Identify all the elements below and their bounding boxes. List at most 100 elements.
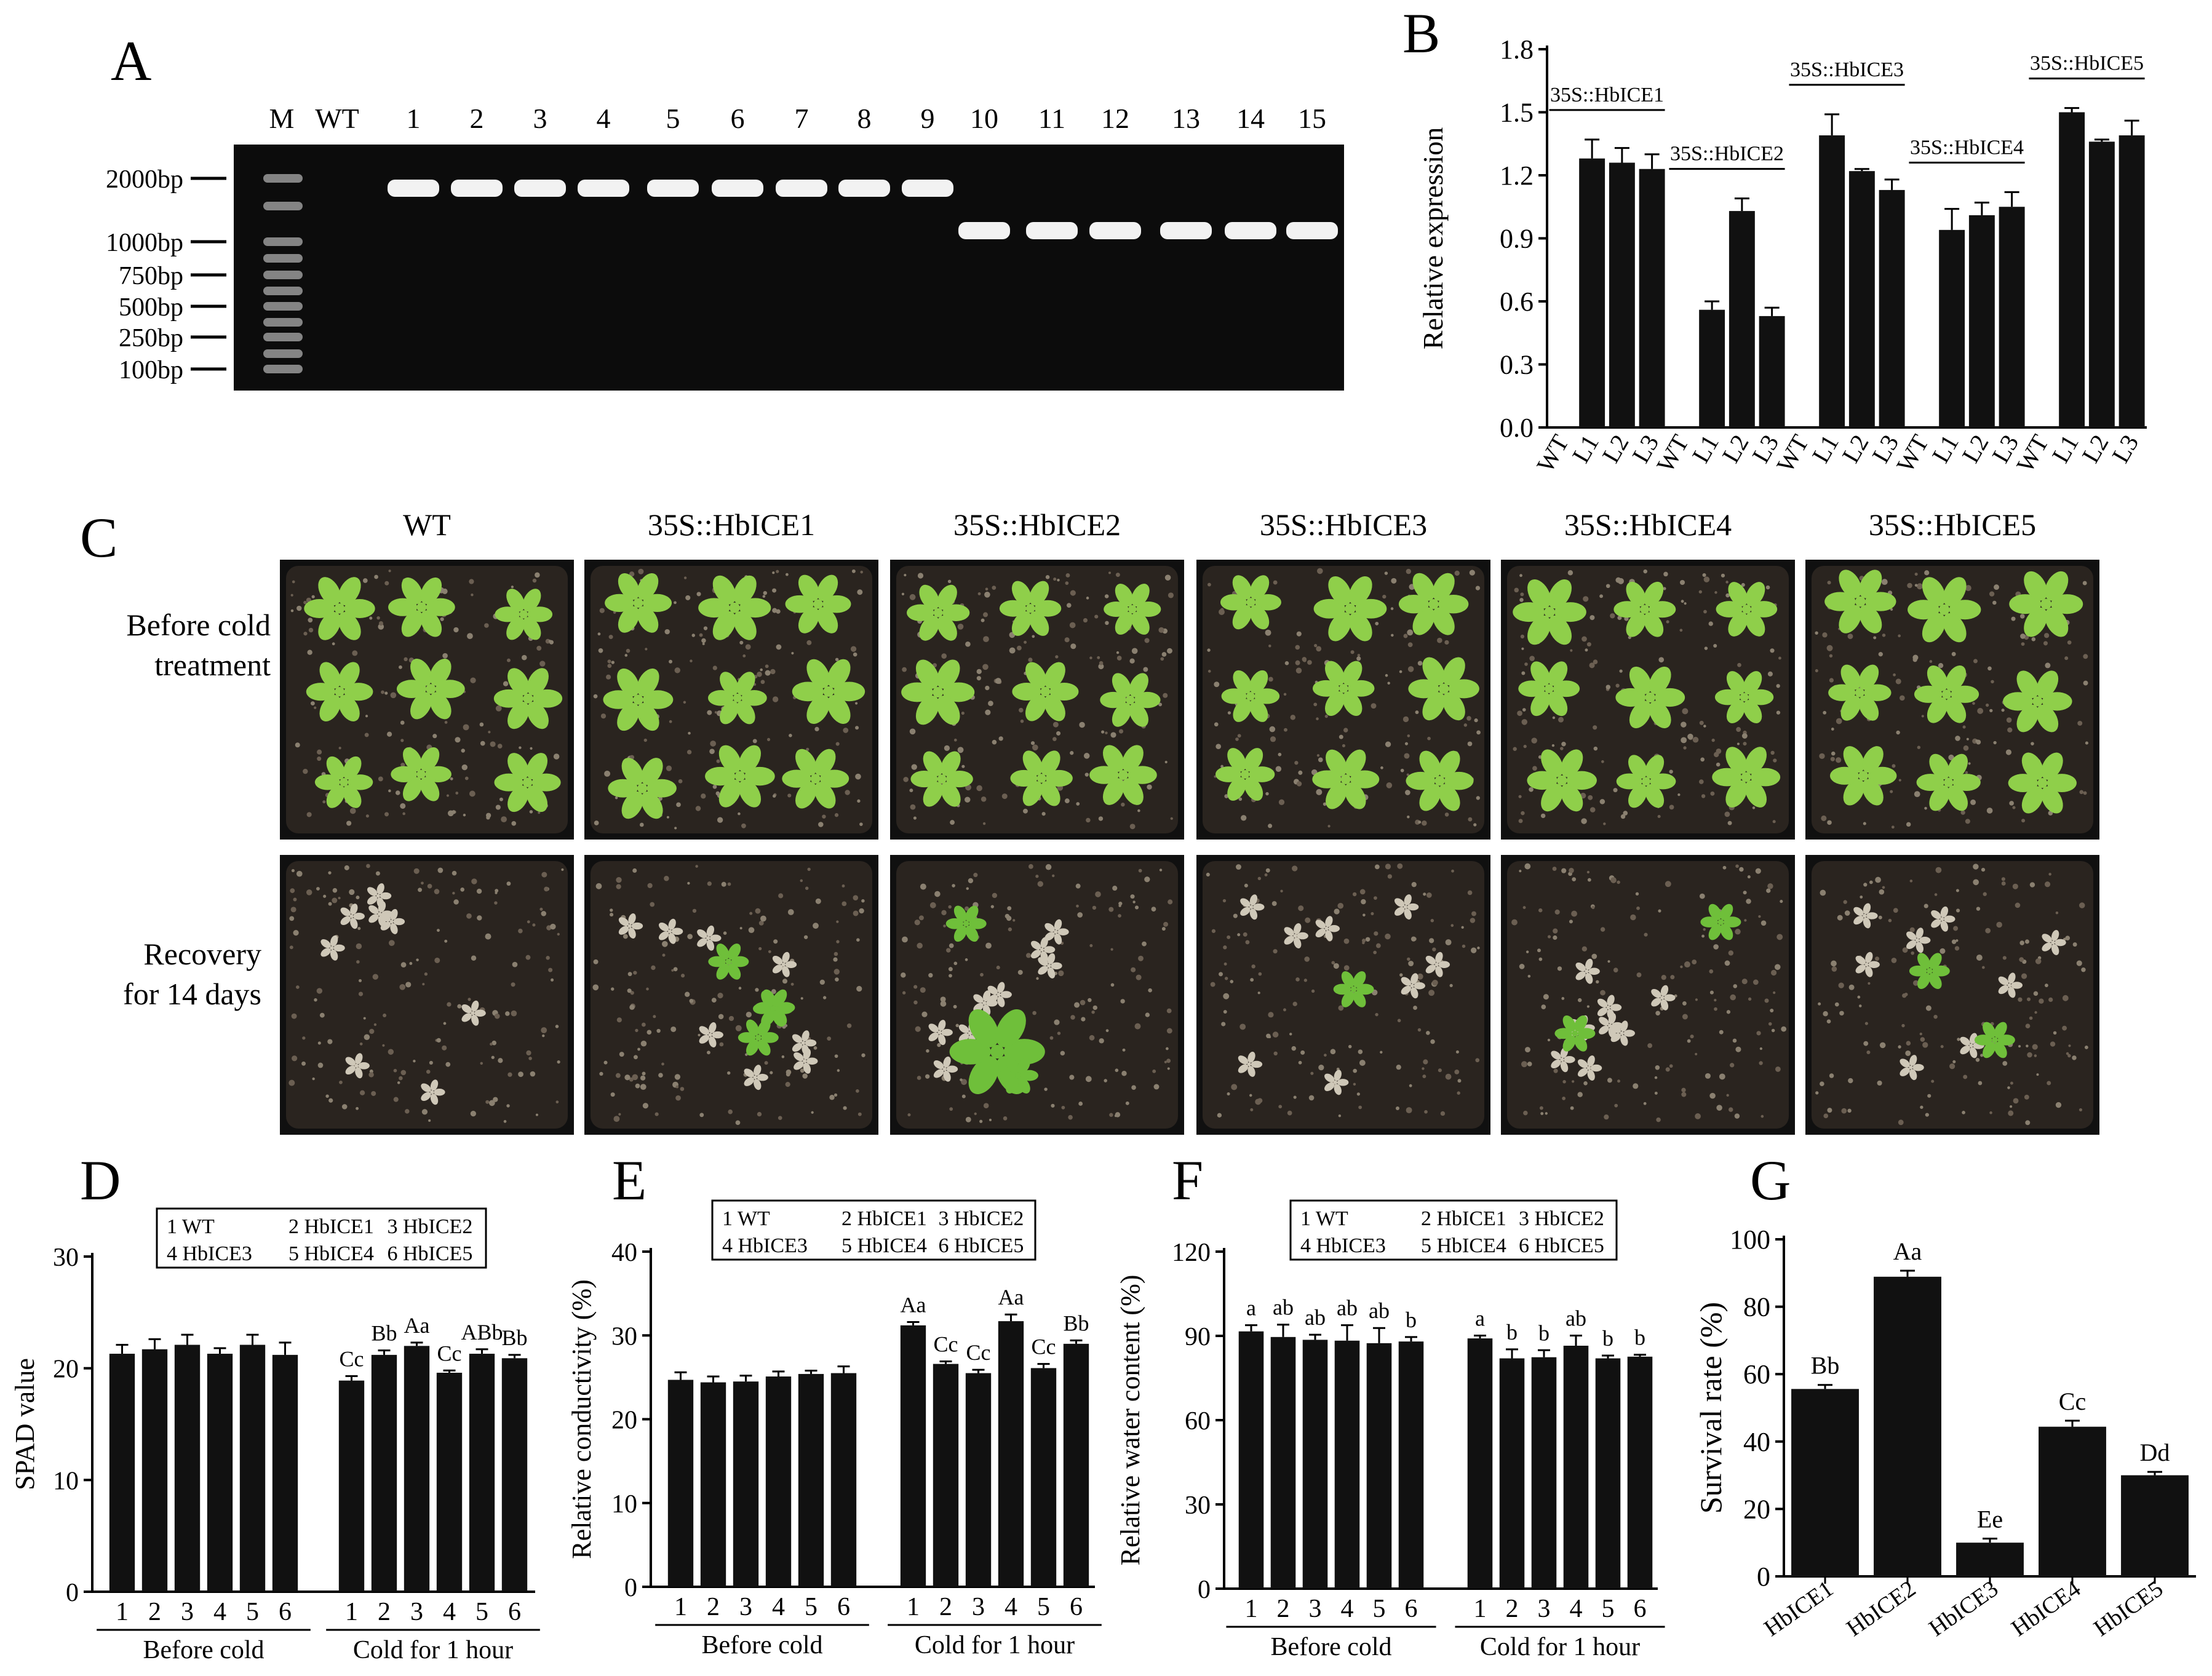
leaf [697, 929, 707, 939]
leaf [618, 606, 640, 633]
soil-grain [1422, 1074, 1426, 1079]
significance-label: Cc [934, 1332, 958, 1356]
soil-grain [1709, 990, 1714, 995]
soil-grain [1985, 703, 1989, 707]
soil-grain [616, 1017, 622, 1023]
soil-grain [719, 1042, 724, 1047]
soil-grain [1909, 880, 1913, 883]
leaf [785, 595, 814, 613]
soil-grain [1081, 1017, 1086, 1022]
seedling [1700, 904, 1741, 940]
soil-grain [1220, 765, 1223, 768]
soil-grain [2083, 680, 2088, 686]
soil-grain [1520, 634, 1525, 639]
leaf [941, 751, 961, 776]
soil-grain [961, 765, 965, 768]
bar [1999, 207, 2025, 427]
soil-grain [968, 878, 974, 884]
significance-label: ab [1273, 1295, 1294, 1320]
soil-grain [365, 814, 369, 818]
leaf [637, 702, 659, 731]
soil-grain [1898, 1119, 1904, 1126]
x-tick-label: 5 [1037, 1593, 1050, 1621]
soil-grain [1815, 631, 1818, 635]
leaf [1855, 956, 1866, 965]
soil-grain [1901, 1023, 1905, 1028]
soil-grain [1030, 741, 1035, 745]
leaf [1649, 666, 1671, 694]
soil-grain [815, 898, 821, 904]
soil-grain [1841, 1108, 1847, 1114]
soil-grain [1406, 1107, 1412, 1114]
leaf [344, 683, 373, 701]
soil-grain [680, 974, 685, 978]
soil-grain [635, 1083, 640, 1089]
rosette-center [1909, 1065, 1913, 1070]
soil-grain [1743, 742, 1747, 746]
soil-grain [1613, 967, 1618, 973]
bar [1848, 171, 1875, 427]
soil-grain [1445, 939, 1452, 946]
leaf [733, 575, 757, 605]
leaf [1906, 931, 1917, 940]
soil-grain [1586, 870, 1590, 874]
soil-grain [647, 883, 653, 889]
soil-grain [738, 812, 741, 816]
soil-grain [440, 617, 444, 621]
leaf [1422, 692, 1446, 721]
soil-grain [984, 592, 990, 598]
soil-grain [1561, 742, 1566, 747]
soil-grain [981, 618, 985, 622]
group-label: Cold for 1 hour [1480, 1633, 1640, 1661]
soil-grain [405, 1109, 410, 1114]
leaf [1448, 679, 1479, 699]
leaf [1438, 750, 1460, 778]
bar [1579, 158, 1605, 427]
rosette-center [1118, 770, 1128, 780]
soil-grain [1295, 977, 1300, 982]
soil-grain [940, 1001, 947, 1007]
soil-grain [950, 820, 955, 825]
soil-grain [2001, 881, 2006, 886]
significance-label: Aa [998, 1285, 1024, 1309]
soil-grain [1617, 880, 1620, 884]
soil-grain [1095, 891, 1101, 897]
leaf [1725, 747, 1748, 774]
soil-grain [1273, 1051, 1278, 1056]
soil-grain [841, 884, 845, 888]
bar [1939, 229, 1965, 427]
soil-grain [1339, 734, 1343, 739]
soil-grain [535, 1113, 538, 1116]
soil-grain [395, 790, 400, 795]
rosette-center [1247, 1062, 1251, 1066]
column-header: 35S::HbICE2 [953, 507, 1121, 542]
leaf [1294, 937, 1302, 948]
leaf [953, 925, 967, 942]
leaf [718, 779, 741, 808]
soil-grain [2055, 1102, 2062, 1108]
leaf [738, 779, 762, 808]
soil-grain [1454, 570, 1460, 576]
soil-grain [346, 820, 352, 826]
leaf [1862, 746, 1884, 773]
soil-grain [2076, 960, 2082, 966]
legend-entry: 1 WT [722, 1207, 770, 1230]
soil-grain [2027, 1052, 2032, 1058]
rosette-center [1350, 986, 1357, 993]
soil-grain [2043, 641, 2048, 646]
leaf [709, 1022, 717, 1034]
soil-grain [1890, 790, 1893, 793]
soil-grain [1353, 1068, 1358, 1073]
leaf [1929, 753, 1950, 780]
soil-grain [332, 897, 338, 904]
soil-grain [771, 989, 776, 995]
seedling [772, 951, 797, 977]
soil-grain [1271, 901, 1277, 907]
soil-grain [1094, 614, 1099, 619]
soil-grain [548, 967, 553, 972]
soil-grain [604, 770, 611, 777]
soil-grain [988, 701, 993, 706]
soil-grain [413, 868, 420, 874]
soil-grain [1951, 939, 1957, 944]
soil-grain [1962, 1111, 1965, 1114]
